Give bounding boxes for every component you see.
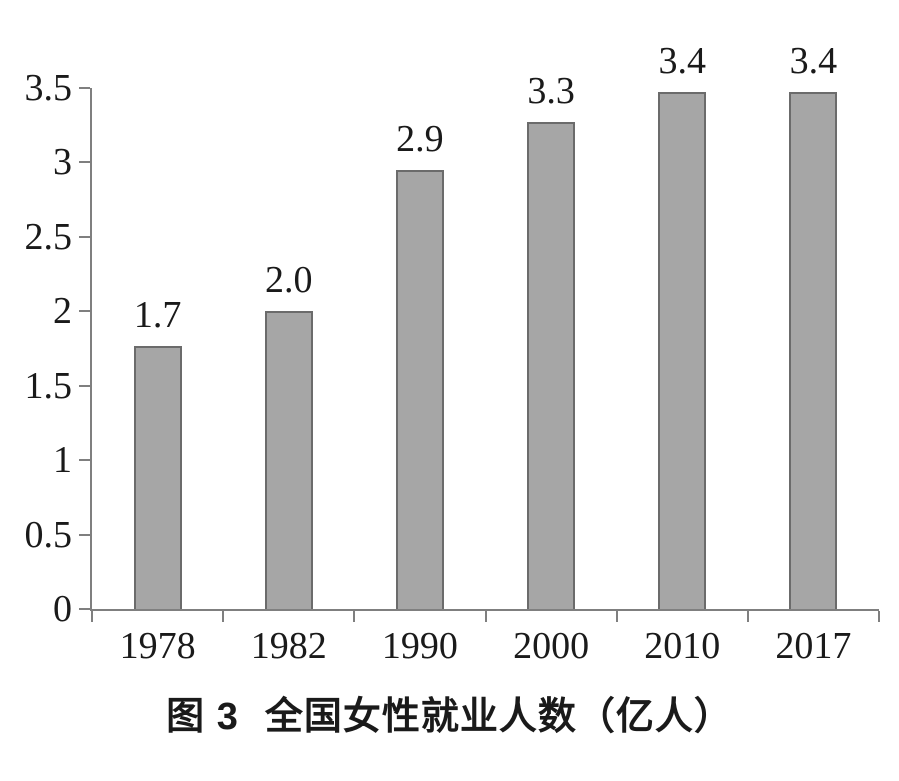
y-tick-label: 1.5 [24,364,73,407]
figure-caption: 图 3 全国女性就业人数（亿人） [0,694,899,740]
x-category-label: 1990 [381,625,458,667]
y-tick [79,235,90,238]
y-tick-label: 3.5 [24,67,73,109]
x-tick [484,611,487,622]
bar [133,345,182,609]
y-tick [79,161,90,164]
bar-value-label: 3.4 [658,40,707,83]
caption-prefix: 图 3 [166,696,239,738]
bar-value-label: 2.0 [265,259,313,302]
y-tick [79,459,90,462]
x-tick [91,611,93,622]
bar [264,311,313,609]
caption-text: 全国女性就业人数（亿人） [264,696,733,738]
x-category-label: 2010 [644,625,721,667]
y-tick [79,310,90,313]
x-category-label: 1978 [119,625,196,667]
bar [527,122,576,609]
x-tick [222,611,225,622]
x-category-label: 1982 [250,625,327,667]
y-tick [79,87,90,89]
y-tick-label: 0 [53,588,72,630]
plot-area: 0 0.5 1 1.5 2 2.5 3 3.5 1.7 1978 2.0 1982 2.9 1990 3.3… [25,42,880,665]
y-tick-label: 1 [53,439,72,482]
bar-value-label: 3.4 [789,40,838,83]
y-tick [79,384,90,387]
y-tick [79,533,90,536]
x-category-label: 2000 [513,625,590,667]
x-tick [878,611,880,622]
y-tick-label: 2 [53,290,72,333]
y-tick-label: 3 [53,141,72,184]
bar [789,92,838,609]
x-tick [353,611,356,622]
y-tick [79,608,90,610]
y-tick-label: 0.5 [24,513,73,556]
x-category-label: 2017 [775,625,852,667]
bar-value-label: 2.9 [396,117,444,160]
x-tick [615,611,618,622]
bar-value-label: 3.3 [527,70,575,113]
x-tick [746,611,749,622]
y-tick-label: 2.5 [24,215,73,258]
bar [395,169,444,609]
bar [658,92,707,609]
bar-value-label: 1.7 [133,293,182,336]
